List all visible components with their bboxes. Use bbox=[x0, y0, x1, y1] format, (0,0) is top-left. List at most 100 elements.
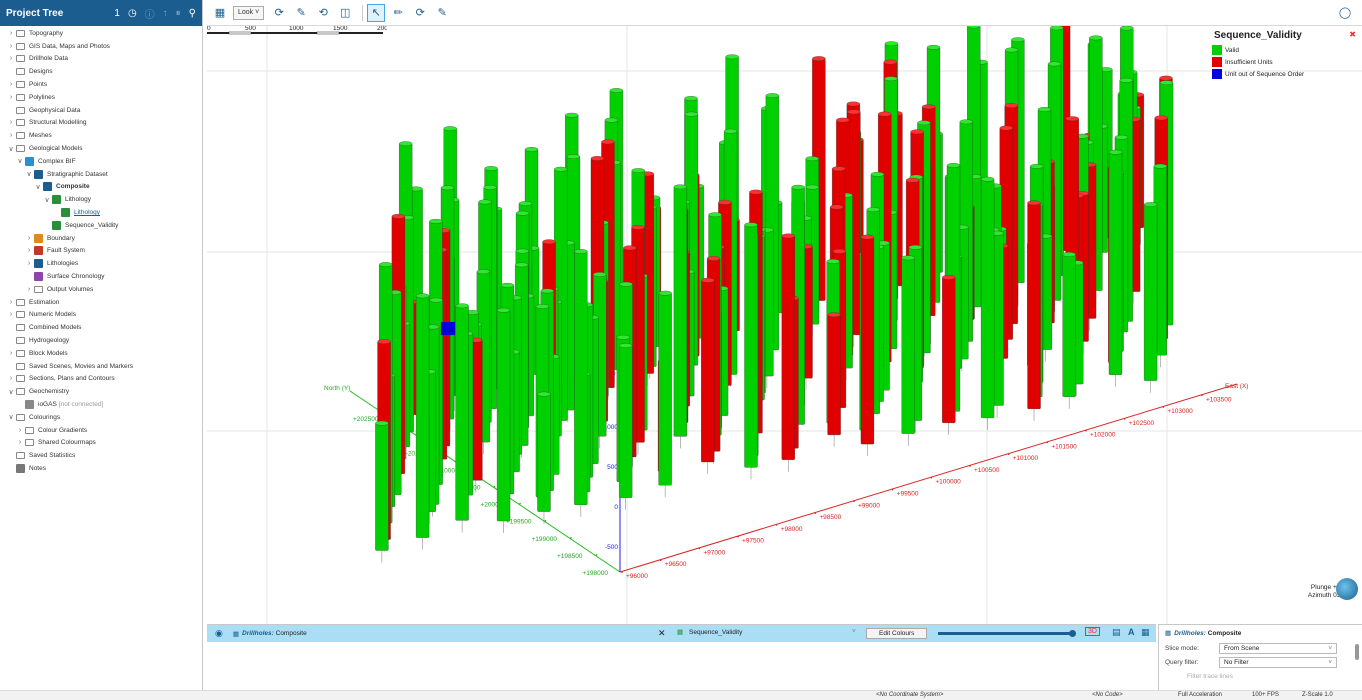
chevron-right-icon[interactable]: › bbox=[9, 132, 13, 140]
tree-node[interactable]: › Shared Colourmaps bbox=[0, 437, 202, 450]
tree-node[interactable]: › Boundary bbox=[0, 232, 202, 245]
scene-view[interactable]: North (Y)East (X)Elev (Z)+202500+202000+… bbox=[207, 26, 1362, 624]
shape-row[interactable]: ◉ ▦ Drillholes: Composite ✕ ▦ Sequence_V… bbox=[207, 625, 1156, 642]
tree-node[interactable]: Surface Chronology bbox=[0, 270, 202, 283]
legend-label: Valid bbox=[1225, 46, 1239, 54]
scene-canvas[interactable]: North (Y)East (X)Elev (Z)+202500+202000+… bbox=[207, 26, 1362, 624]
tree-node-label: Drillhole Data bbox=[29, 55, 69, 63]
look-dropdown[interactable]: Look ˅ bbox=[233, 5, 265, 20]
clock-icon[interactable]: ◷ bbox=[127, 7, 137, 19]
chevron-right-icon[interactable]: › bbox=[27, 247, 31, 255]
close-shape-icon[interactable]: ✕ bbox=[658, 628, 666, 638]
tree-node[interactable]: Saved Statistics bbox=[0, 449, 202, 462]
tree-node[interactable]: › Lithologies bbox=[0, 257, 202, 270]
z-scale-status[interactable]: Z-Scale 1.0 bbox=[1302, 692, 1333, 698]
tree-node[interactable]: ∨ Geochemistry bbox=[0, 385, 202, 398]
tree-node[interactable]: › Block Models bbox=[0, 347, 202, 360]
compass-icon[interactable] bbox=[1336, 578, 1358, 600]
east-tick-label: +99500 bbox=[897, 491, 919, 498]
chevron-right-icon[interactable]: › bbox=[27, 260, 31, 268]
chevron-down-icon[interactable]: ∨ bbox=[17, 158, 23, 166]
chevron-right-icon[interactable]: › bbox=[9, 42, 13, 50]
tree-node[interactable]: ∨ Complex BIF bbox=[0, 155, 202, 168]
code-status[interactable]: <No Code> bbox=[1092, 692, 1123, 698]
tree-node[interactable]: ∨ Composite bbox=[0, 181, 202, 194]
slice-mode-select[interactable]: From Scene ˅ bbox=[1219, 642, 1337, 654]
tree-node[interactable]: ∨ Stratigraphic Dataset bbox=[0, 168, 202, 181]
chevron-right-icon[interactable]: › bbox=[9, 55, 13, 63]
tree-node-label: Composite bbox=[56, 183, 90, 191]
tree-node[interactable]: Designs bbox=[0, 65, 202, 78]
text-label-icon[interactable]: A bbox=[1128, 627, 1135, 637]
tree-node[interactable]: Lithology bbox=[0, 206, 202, 219]
task-count[interactable]: 1 bbox=[114, 7, 120, 19]
edit-icon[interactable]: ✏ bbox=[393, 7, 403, 19]
scene-menu-icon[interactable]: ▦ bbox=[214, 7, 226, 19]
tree-node[interactable]: Sequence_Validity bbox=[0, 219, 202, 232]
chevron-right-icon[interactable]: › bbox=[9, 119, 13, 127]
measure-icon[interactable]: ✎ bbox=[437, 7, 447, 19]
refresh-icon[interactable]: ⟲ bbox=[318, 7, 328, 19]
edit-colours-button[interactable]: Edit Colours bbox=[866, 628, 928, 639]
chevron-right-icon[interactable]: › bbox=[9, 29, 13, 37]
draw-icon[interactable]: ✎ bbox=[296, 7, 306, 19]
chevron-down-icon[interactable]: ∨ bbox=[8, 145, 14, 153]
tree-node[interactable]: Notes bbox=[0, 462, 202, 475]
drillhole-collar bbox=[967, 26, 981, 29]
rotate-icon[interactable]: ⟳ bbox=[274, 7, 284, 19]
chevron-down-icon[interactable]: ∨ bbox=[35, 183, 41, 191]
chevron-right-icon[interactable]: › bbox=[9, 375, 13, 383]
chevron-right-icon[interactable]: › bbox=[18, 439, 22, 447]
eye-icon[interactable]: ◉ bbox=[215, 628, 223, 638]
chevron-right-icon[interactable]: › bbox=[27, 234, 31, 242]
colouring-dropdown[interactable]: Sequence_Validity bbox=[689, 629, 743, 636]
chevron-right-icon[interactable]: › bbox=[9, 298, 13, 306]
opacity-slider-handle[interactable] bbox=[1069, 630, 1076, 637]
tree-node[interactable]: › Output Volumes bbox=[0, 283, 202, 296]
opacity-slider[interactable] bbox=[938, 632, 1073, 635]
chevron-right-icon[interactable]: › bbox=[27, 285, 31, 293]
chevron-down-icon[interactable]: ∨ bbox=[8, 388, 14, 396]
query-filter-select[interactable]: No Filter ˅ bbox=[1219, 656, 1337, 668]
tree-node[interactable]: › GIS Data, Maps and Photos bbox=[0, 40, 202, 53]
chevron-right-icon[interactable]: › bbox=[9, 93, 13, 101]
close-icon[interactable]: ✖ bbox=[1349, 30, 1356, 39]
tree-node[interactable]: Saved Scenes, Movies and Markers bbox=[0, 360, 202, 373]
tree-node[interactable]: › Fault System bbox=[0, 245, 202, 258]
table-icon[interactable]: ▦ bbox=[1141, 627, 1150, 637]
layout-icon[interactable]: ▤ bbox=[1112, 627, 1121, 637]
tree-node[interactable]: › Colour Gradients bbox=[0, 424, 202, 437]
coord-system-status[interactable]: <No Coordinate System> bbox=[876, 692, 944, 698]
chevron-right-icon[interactable]: › bbox=[9, 349, 13, 357]
search-icon[interactable]: ⚲ bbox=[188, 7, 196, 19]
tree-node[interactable]: › Points bbox=[0, 78, 202, 91]
tree-node[interactable]: ioGAS [not connected] bbox=[0, 398, 202, 411]
filter-trace-lines[interactable]: Filter trace lines bbox=[1187, 672, 1233, 680]
tree-node[interactable]: Geophysical Data bbox=[0, 104, 202, 117]
tree-node[interactable]: ∨ Lithology bbox=[0, 193, 202, 206]
chevron-right-icon[interactable]: › bbox=[18, 426, 22, 434]
chevron-right-icon[interactable]: › bbox=[9, 81, 13, 89]
tree-node[interactable]: › Sections, Plans and Contours bbox=[0, 373, 202, 386]
reload-icon[interactable]: ⟳ bbox=[415, 7, 425, 19]
tree-node[interactable]: › Numeric Models bbox=[0, 309, 202, 322]
properties-scrollbar[interactable] bbox=[1355, 644, 1359, 660]
tree-node[interactable]: › Structural Modelling bbox=[0, 117, 202, 130]
3d-view-icon[interactable]: 3D bbox=[1085, 627, 1100, 636]
tree-node[interactable]: › Meshes bbox=[0, 129, 202, 142]
tree-node[interactable]: Combined Models bbox=[0, 321, 202, 334]
tree-node[interactable]: › Polylines bbox=[0, 91, 202, 104]
chevron-right-icon[interactable]: › bbox=[9, 311, 13, 319]
tree-node[interactable]: › Topography bbox=[0, 27, 202, 40]
tree-node[interactable]: Hydrogeology bbox=[0, 334, 202, 347]
select-pointer-icon[interactable]: ↖ bbox=[367, 3, 386, 22]
chevron-down-icon[interactable]: ∨ bbox=[44, 196, 50, 204]
camera-icon[interactable]: ◯ bbox=[1338, 7, 1352, 19]
tree-node[interactable]: › Drillhole Data bbox=[0, 53, 202, 66]
slice-icon[interactable]: ◫ bbox=[340, 7, 351, 19]
tree-node[interactable]: ∨ Colourings bbox=[0, 411, 202, 424]
chevron-down-icon[interactable]: ∨ bbox=[8, 414, 14, 422]
tree-node[interactable]: ∨ Geological Models bbox=[0, 142, 202, 155]
tree-node[interactable]: › Estimation bbox=[0, 296, 202, 309]
chevron-down-icon[interactable]: ∨ bbox=[26, 171, 32, 179]
